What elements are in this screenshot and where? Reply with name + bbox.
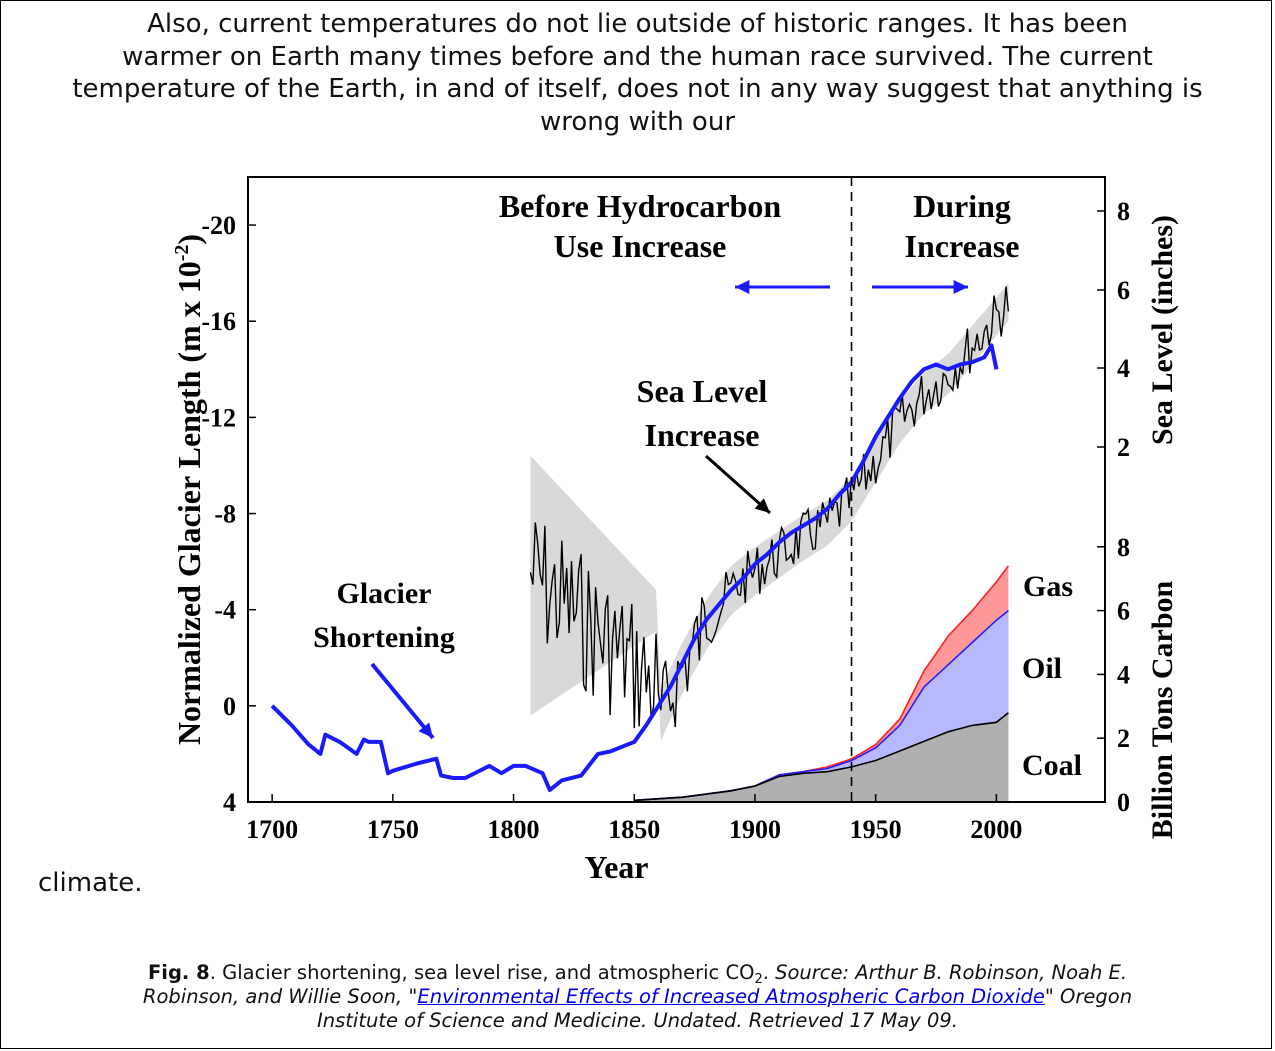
y-left-tick-label: 0: [223, 692, 236, 721]
y-left-axis-label: Normalized Glacier Length (m x 10-2): [171, 234, 207, 745]
x-tick-label: 1850: [608, 815, 660, 844]
annotation-during-line1: During: [913, 188, 1011, 224]
glacier-arrow-head: [418, 722, 433, 738]
caption-source-authors: Robinson, and Willie Soon, ": [142, 985, 418, 1008]
annotation-sea-line1: Sea Level: [637, 373, 768, 409]
left-blue-arrow-head: [735, 280, 750, 294]
y-left-tick-label: -20: [201, 211, 236, 240]
figure-caption: Fig. 8. Glacier shortening, sea level ri…: [0, 961, 1275, 1033]
y-left-axis-label-main: Normalized Glacier Length (m x 10: [171, 261, 207, 745]
sea-level-line: [529, 286, 1010, 729]
source-link[interactable]: Environmental Effects of Increased Atmos…: [417, 985, 1045, 1008]
x-tick-label: 1750: [367, 815, 419, 844]
y-left-tick-label: -16: [201, 307, 236, 336]
annotation-before-line1: Before Hydrocarbon: [499, 188, 782, 224]
y-left-tick-label: -12: [201, 403, 236, 432]
caption-subscript: 2: [754, 972, 763, 987]
paragraph-line: wrong with our: [539, 106, 736, 137]
annotation-during-line2: Increase: [905, 228, 1020, 264]
sea-level-uncertainty-band: [530, 283, 1009, 741]
y-right-bottom-tick-label: 8: [1117, 533, 1130, 562]
annotation-glacier-line1: Glacier: [337, 577, 432, 610]
right-blue-arrow-head: [953, 280, 968, 294]
y-left-tick-label: 4: [223, 788, 236, 817]
y-left-tick-label: -4: [214, 596, 236, 625]
y-right-bottom-tick-label: 0: [1117, 788, 1130, 817]
x-tick-label: 1900: [729, 815, 781, 844]
y-right-top-tick-label: 2: [1117, 433, 1130, 462]
x-tick-label: 2000: [970, 815, 1022, 844]
body-paragraph: Also, current temperatures do not lie ou…: [0, 8, 1275, 138]
glacier-arrow-shaft: [370, 662, 435, 740]
annotation-glacier-line2: Shortening: [313, 621, 455, 654]
caption-line-3: Institute of Science and Medicine. Undat…: [0, 1009, 1275, 1033]
caption-source-retrieved: Institute of Science and Medicine. Undat…: [316, 1009, 958, 1032]
paragraph-line: warmer on Earth many times before and th…: [122, 41, 1153, 72]
y-right-bottom-tick-label: 2: [1117, 724, 1130, 753]
caption-source-prefix: Source: Arthur B. Robinson, Noah E.: [775, 961, 1128, 984]
caption-text: . Glacier shortening, sea level rise, an…: [209, 961, 755, 984]
coal-area: [634, 712, 1009, 802]
glacier-sea-level-chart: 1700 1750 1800 1850 1900 1950 2000Year-20-16-1…: [171, 176, 1179, 885]
annotation-oil: Oil: [1022, 652, 1062, 685]
x-tick-label: 1950: [850, 815, 902, 844]
paragraph-line: Also, current temperatures do not lie ou…: [147, 9, 1128, 39]
annotation-gas: Gas: [1023, 570, 1073, 603]
annotation-sea-line2: Increase: [645, 417, 760, 453]
caption-source-suffix: " Oregon: [1044, 985, 1133, 1008]
y-right-bottom-tick-label: 6: [1117, 597, 1130, 626]
y-right-top-tick-label: 8: [1117, 197, 1130, 226]
x-tick-label: 1800: [488, 815, 540, 844]
paragraph-tail: climate.: [38, 868, 143, 898]
y-left-axis-label-close: ): [171, 234, 207, 245]
glacier-line: [270, 343, 999, 792]
y-right-bottom-axis-label: Billion Tons Carbon: [1146, 580, 1179, 839]
y-left-tick-label: -8: [214, 500, 236, 529]
plot-frame: [247, 176, 1106, 803]
paragraph-line: temperature of the Earth, in and of itse…: [72, 74, 1203, 104]
caption-line-2: Robinson, and Willie Soon, "Environmenta…: [0, 985, 1275, 1009]
caption-line-1: Fig. 8. Glacier shortening, sea level ri…: [0, 961, 1275, 987]
y-right-top-tick-label: 6: [1117, 276, 1130, 305]
x-axis-label: Year: [585, 849, 649, 885]
y-left-axis-label-exponent: -2: [171, 245, 193, 262]
caption-text-2: .: [762, 961, 776, 984]
y-right-top-axis-label: Sea Level (inches): [1146, 215, 1179, 445]
x-tick-label: 1700: [246, 815, 298, 844]
annotation-before-line2: Use Increase: [554, 228, 727, 264]
fig-label: Fig. 8: [147, 961, 210, 984]
y-right-top-tick-label: 4: [1117, 354, 1130, 383]
y-right-bottom-tick-label: 4: [1117, 660, 1130, 689]
annotation-coal: Coal: [1022, 749, 1082, 782]
sea-level-arrow-head: [754, 498, 770, 513]
